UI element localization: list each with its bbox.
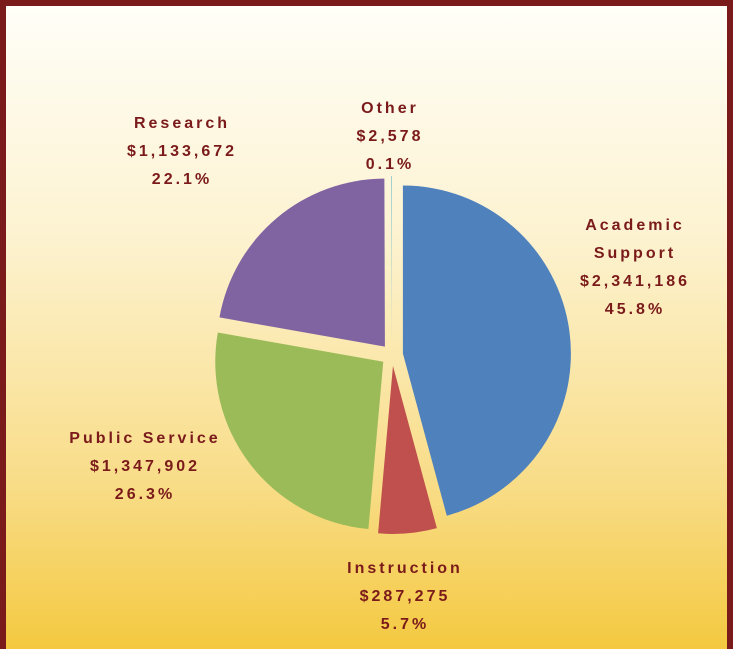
percent-label: 22.1%	[151, 171, 213, 188]
percent-label: 45.8%	[604, 301, 666, 318]
pie-slice	[402, 185, 571, 516]
value-label: $2,578	[356, 128, 424, 145]
pie-slice	[215, 332, 384, 530]
pie-slice	[391, 176, 392, 344]
percent-label: 26.3%	[114, 486, 176, 503]
category-label: Research	[133, 115, 231, 132]
value-label: $1,347,902	[89, 458, 201, 475]
category-label: Other	[361, 100, 419, 117]
category-label: Public Service	[69, 430, 221, 447]
value-label: $2,341,186	[579, 273, 691, 290]
value-label: $287,275	[359, 588, 451, 605]
percent-label: 0.1%	[365, 156, 415, 173]
pie-slice	[378, 365, 437, 534]
slice-label: Public Service $1,347,902 26.3%	[69, 425, 220, 509]
value-label: $1,133,672	[126, 143, 238, 160]
percent-label: 5.7%	[380, 616, 430, 633]
category-label: Academic Support	[585, 217, 685, 262]
slice-label: Research $1,133,672 22.1%	[127, 110, 237, 194]
slice-label: Instruction $287,275 5.7%	[347, 555, 463, 639]
category-label: Instruction	[347, 560, 463, 577]
pie-slice	[219, 178, 385, 347]
slice-label: Other $2,578 0.1%	[357, 95, 424, 179]
slice-label: Academic Support $2,341,186 45.8%	[580, 212, 690, 324]
